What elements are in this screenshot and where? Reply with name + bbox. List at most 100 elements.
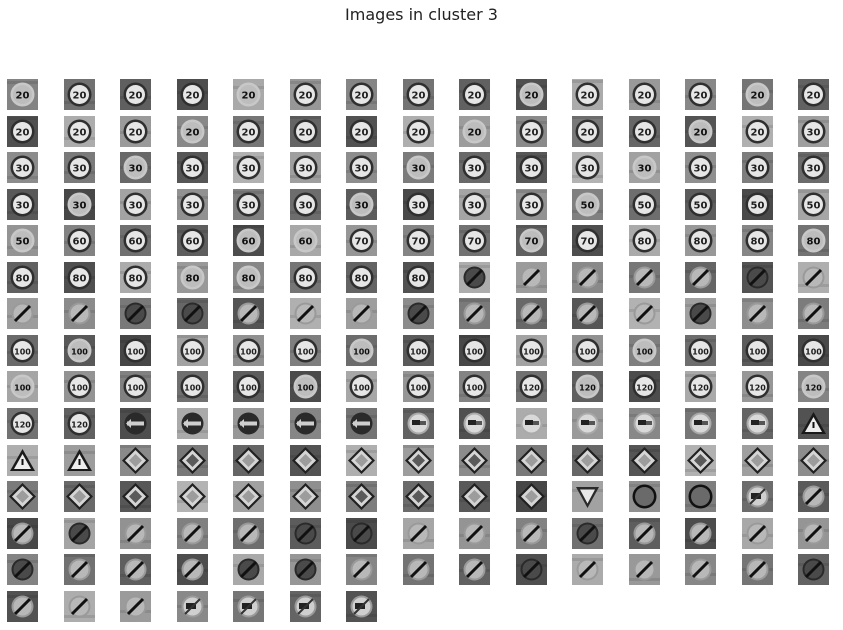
- thumbnail-image: [120, 554, 151, 585]
- svg-text:30: 30: [525, 201, 539, 212]
- thumbnail-image: 80: [290, 262, 321, 293]
- svg-text:80: 80: [807, 237, 821, 248]
- svg-text:20: 20: [468, 91, 482, 102]
- thumbnail-image: 20: [629, 79, 660, 110]
- svg-text:100: 100: [297, 348, 314, 357]
- thumbnail-image: [233, 408, 264, 439]
- thumbnail-image: 30: [290, 152, 321, 183]
- thumbnail-image: 20: [177, 116, 208, 147]
- thumbnail-image: 20: [233, 116, 264, 147]
- thumbnail-image: 20: [177, 79, 208, 110]
- thumbnail-image: 120: [742, 371, 773, 402]
- thumbnail-image: 20: [346, 79, 377, 110]
- thumbnail-image: 70: [516, 225, 547, 256]
- svg-text:50: 50: [751, 201, 765, 212]
- thumbnail-image: [742, 554, 773, 585]
- svg-text:20: 20: [186, 91, 200, 102]
- svg-text:70: 70: [468, 237, 482, 248]
- thumbnail-image: 100: [346, 371, 377, 402]
- thumbnail-image: [120, 298, 151, 329]
- thumbnail-image: 120: [572, 371, 603, 402]
- thumbnail-image: [798, 408, 829, 439]
- svg-text:30: 30: [525, 164, 539, 175]
- thumbnail-image: 30: [403, 152, 434, 183]
- svg-text:30: 30: [412, 164, 426, 175]
- svg-text:80: 80: [412, 274, 426, 285]
- thumbnail-image: [233, 554, 264, 585]
- thumbnail-image: [629, 408, 660, 439]
- svg-text:100: 100: [71, 348, 88, 357]
- thumbnail-image: [64, 445, 95, 476]
- thumbnail-image: [120, 445, 151, 476]
- svg-text:30: 30: [412, 201, 426, 212]
- thumbnail-image: [572, 445, 603, 476]
- thumbnail-image: 20: [346, 116, 377, 147]
- thumbnail-image: 80: [685, 225, 716, 256]
- thumbnail-image: 20: [64, 79, 95, 110]
- thumbnail-image: 100: [7, 335, 38, 366]
- thumbnail-image: [798, 445, 829, 476]
- thumbnail-image: 120: [798, 371, 829, 402]
- thumbnail-image: 100: [290, 335, 321, 366]
- thumbnail-image: 100: [120, 371, 151, 402]
- svg-text:20: 20: [638, 128, 652, 139]
- thumbnail-image: [290, 408, 321, 439]
- thumbnail-image: [459, 481, 490, 512]
- svg-text:100: 100: [71, 384, 88, 393]
- thumbnail-image: 30: [346, 189, 377, 220]
- thumbnail-image: 100: [7, 371, 38, 402]
- thumbnail-image: 30: [7, 152, 38, 183]
- thumbnail-image: [346, 445, 377, 476]
- thumbnail-image: 20: [459, 79, 490, 110]
- thumbnail-image: 60: [120, 225, 151, 256]
- thumbnail-image: [742, 481, 773, 512]
- svg-text:70: 70: [525, 237, 539, 248]
- thumbnail-image: 30: [685, 152, 716, 183]
- thumbnail-image: 100: [290, 371, 321, 402]
- thumbnail-image: 30: [403, 189, 434, 220]
- thumbnail-image: 100: [233, 371, 264, 402]
- svg-text:120: 120: [805, 384, 822, 393]
- thumbnail-image: [233, 445, 264, 476]
- thumbnail-image: 20: [685, 79, 716, 110]
- thumbnail-image: [290, 298, 321, 329]
- svg-text:50: 50: [581, 201, 595, 212]
- thumbnail-image: 20: [290, 116, 321, 147]
- svg-text:20: 20: [299, 91, 313, 102]
- svg-text:60: 60: [186, 237, 200, 248]
- svg-text:20: 20: [242, 128, 256, 139]
- thumbnail-image: [629, 554, 660, 585]
- svg-text:20: 20: [186, 128, 200, 139]
- svg-text:80: 80: [16, 274, 30, 285]
- thumbnail-image: 100: [120, 335, 151, 366]
- thumbnail-image: 80: [346, 262, 377, 293]
- svg-text:60: 60: [73, 237, 87, 248]
- thumbnail-image: [403, 554, 434, 585]
- thumbnail-image: [64, 518, 95, 549]
- thumbnail-image: 50: [798, 189, 829, 220]
- thumbnail-image: 80: [798, 225, 829, 256]
- thumbnail-image: [290, 481, 321, 512]
- thumbnail-image: [64, 554, 95, 585]
- svg-text:100: 100: [127, 348, 144, 357]
- svg-text:80: 80: [355, 274, 369, 285]
- thumbnail-image: 50: [685, 189, 716, 220]
- thumbnail-image: 20: [403, 116, 434, 147]
- thumbnail-image: [403, 518, 434, 549]
- thumbnail-image: [742, 445, 773, 476]
- thumbnail-image: 100: [572, 335, 603, 366]
- thumbnail-image: [516, 481, 547, 512]
- thumbnail-image: [459, 298, 490, 329]
- thumbnail-image: [7, 591, 38, 622]
- thumbnail-image: [403, 408, 434, 439]
- thumbnail-image: [459, 554, 490, 585]
- thumbnail-image: [516, 554, 547, 585]
- svg-text:60: 60: [242, 237, 256, 248]
- thumbnail-image: [685, 408, 716, 439]
- svg-text:100: 100: [466, 384, 483, 393]
- thumbnail-image: 20: [7, 79, 38, 110]
- thumbnail-image: 100: [64, 335, 95, 366]
- svg-text:100: 100: [636, 348, 653, 357]
- thumbnail-image: 20: [233, 79, 264, 110]
- thumbnail-image: 20: [516, 116, 547, 147]
